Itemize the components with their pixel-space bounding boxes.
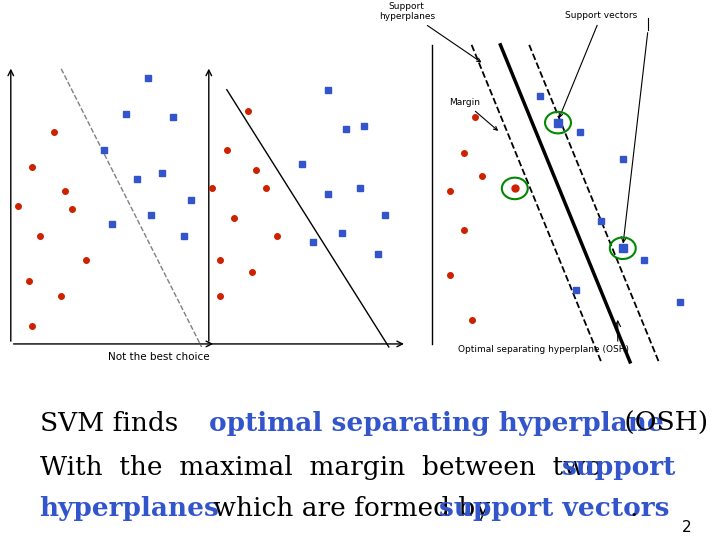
Text: Not the best choice: Not the best choice	[107, 352, 210, 362]
Text: Support vectors: Support vectors	[559, 11, 637, 117]
Text: .: .	[630, 496, 639, 521]
Text: support vectors: support vectors	[439, 496, 670, 521]
Text: which are formed by: which are formed by	[205, 496, 499, 521]
Text: hyperplanes: hyperplanes	[40, 496, 220, 521]
Text: With  the  maximal  margin  between  two: With the maximal margin between two	[40, 455, 610, 480]
Text: Margin: Margin	[449, 98, 498, 130]
Text: optimal separating hyperplane: optimal separating hyperplane	[209, 411, 664, 436]
Text: SVM finds: SVM finds	[40, 411, 186, 436]
Text: Support
hyperplanes: Support hyperplanes	[379, 2, 480, 62]
Text: support: support	[562, 455, 676, 480]
Text: (OSH): (OSH)	[616, 411, 708, 436]
Text: 2: 2	[682, 519, 691, 535]
Text: Optimal separating hyperplane (OSH): Optimal separating hyperplane (OSH)	[458, 345, 629, 354]
